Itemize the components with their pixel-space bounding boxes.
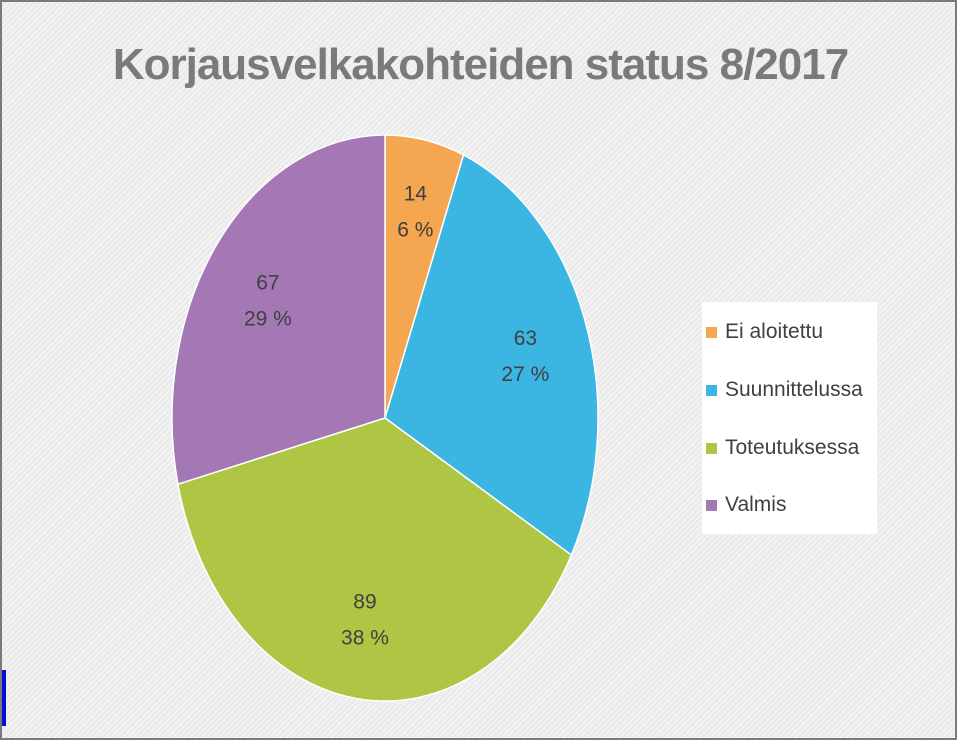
- legend-item-toteutuksessa: Toteutuksessa: [706, 436, 859, 460]
- legend-swatch: [706, 326, 717, 338]
- data-label-value: 67: [256, 271, 279, 294]
- legend: Ei aloitettu Suunnittelussa Toteutuksess…: [702, 302, 877, 534]
- data-label-value: 63: [514, 327, 537, 350]
- data-label-percent: 27 %: [501, 363, 549, 386]
- data-label-percent: 6 %: [397, 219, 433, 242]
- legend-swatch: [706, 384, 717, 396]
- legend-label: Ei aloitettu: [725, 320, 824, 343]
- pie-slice-valmis: [171, 134, 386, 486]
- data-label-percent: 29 %: [244, 307, 292, 330]
- legend-swatch: [706, 499, 717, 511]
- data-label-value: 89: [353, 590, 376, 613]
- legend-item-suunnittelussa: Suunnittelussa: [706, 378, 863, 402]
- pie-slice-toteutuksessa: [177, 417, 573, 702]
- data-label-percent: 38 %: [341, 626, 389, 649]
- pie-slice-suunnittelussa: [384, 153, 599, 557]
- legend-item-valmis: Valmis: [706, 493, 786, 517]
- legend-swatch: [706, 442, 717, 454]
- chart-title: Korjausvelkakohteiden status 8/2017: [112, 40, 849, 89]
- legend-item-ei-aloitettu: Ei aloitettu: [706, 320, 823, 344]
- data-label-value: 14: [404, 183, 428, 206]
- legend-label: Toteutuksessa: [725, 436, 860, 459]
- legend-label: Valmis: [725, 493, 787, 516]
- legend-label: Suunnittelussa: [725, 378, 863, 401]
- left-edge-marker: [2, 670, 6, 726]
